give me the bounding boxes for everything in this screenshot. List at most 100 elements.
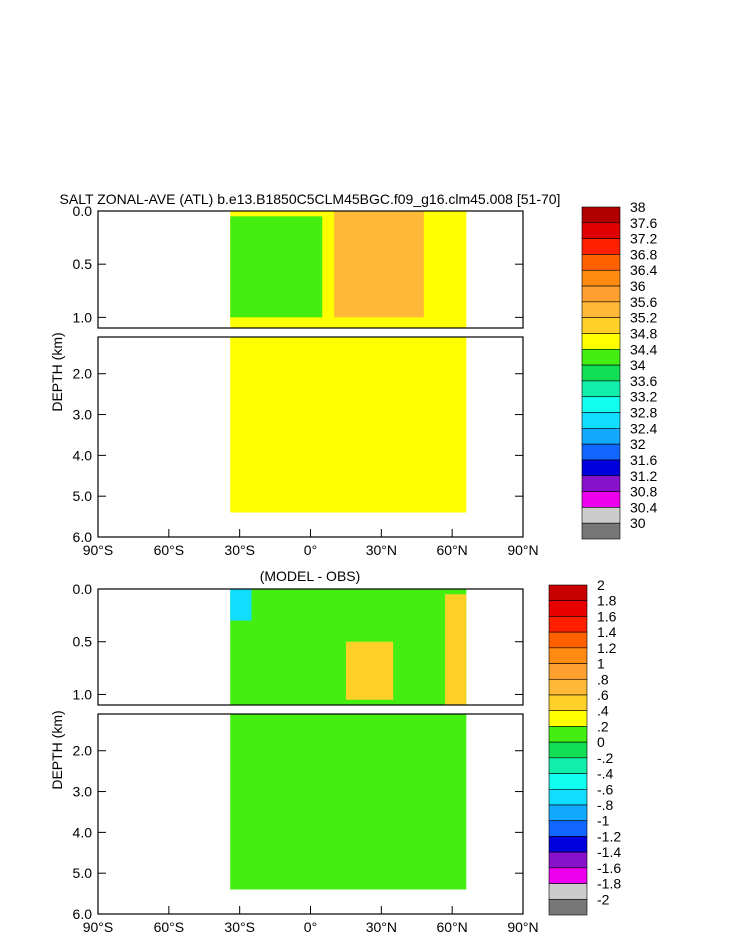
colorbar-label: -2 (597, 891, 610, 907)
colorbar-label: .8 (597, 671, 609, 687)
difference-colorbar: 21.81.61.41.21.8.6.4.20-.2-.4-.6-.8-1-1.… (548, 577, 621, 916)
top-y-axis-label: DEPTH (km) (49, 332, 65, 411)
colorbar-label: 31.2 (630, 468, 657, 484)
colorbar-label: 1 (597, 656, 605, 672)
y-tick-label: 0.5 (73, 256, 93, 272)
colorbar-label: 34.8 (630, 325, 657, 341)
colorbar-swatch (581, 285, 621, 303)
x-tick-label: 30°S (224, 542, 255, 558)
colorbar-swatch (581, 364, 621, 382)
colorbar-swatch (581, 443, 621, 461)
upper-panel-frame (97, 210, 524, 329)
colorbar-swatch (548, 836, 588, 853)
chart-title: SALT ZONAL-AVE (ATL) b.e13.B1850C5CLM45B… (60, 191, 561, 207)
x-tick-label: 90°S (83, 919, 114, 935)
colorbar-label: 30.8 (630, 484, 657, 500)
colorbar-label: -1.8 (597, 876, 621, 892)
region-upper-0 (230, 589, 252, 621)
colorbar-label: .4 (597, 703, 609, 719)
colorbar-label: 31.6 (630, 452, 657, 468)
colorbar-swatch (548, 600, 588, 617)
colorbar-label: 30.4 (630, 499, 657, 515)
y-tick-label: 4.0 (73, 447, 93, 463)
region-upper-1 (345, 641, 394, 700)
x-tick-label: 60°S (154, 919, 185, 935)
colorbar-swatch (581, 522, 621, 540)
colorbar-label: 1.6 (597, 608, 617, 624)
colorbar-label: 36.8 (630, 246, 657, 262)
y-tick-label: 5.0 (73, 488, 93, 504)
y-tick-label: 5.0 (73, 865, 93, 881)
colorbar-label: 1.2 (597, 640, 617, 656)
difference-plot: 0.0 0.5 1.0 2.0 3.0 4.0 5.0 6.090°S 60°S 30°S 0° 30… (73, 581, 539, 935)
colorbar-swatch (548, 898, 588, 916)
colorbar-swatch (581, 412, 621, 429)
colorbar-swatch (548, 584, 588, 602)
colorbar-swatch (548, 757, 588, 774)
x-tick-label: 0° (304, 919, 317, 935)
colorbar-label: 0 (597, 734, 605, 750)
colorbar-swatch (581, 507, 621, 524)
x-tick-label: 30°N (366, 542, 397, 558)
colorbar-label: -.4 (597, 766, 614, 782)
colorbar-label: -1.6 (597, 860, 621, 876)
colorbar-label: -1 (597, 813, 610, 829)
colorbar-swatch (581, 396, 621, 413)
x-tick-label: 30°N (366, 919, 397, 935)
colorbar-label: 2 (597, 577, 605, 593)
colorbar-label: -.2 (597, 750, 614, 766)
colorbar-swatch (548, 851, 588, 869)
region-upper-2 (445, 594, 467, 705)
background-field-lower-3 (230, 714, 467, 890)
x-tick-label: 60°S (154, 542, 185, 558)
diff-chart-title: (MODEL - OBS) (260, 568, 361, 584)
x-tick-label: 90°N (507, 919, 538, 935)
y-tick-label: 0.0 (73, 203, 93, 219)
colorbar-swatch (581, 238, 621, 255)
colorbar-swatch (548, 741, 588, 759)
colorbar-label: 32 (630, 436, 646, 452)
upper-panel-frame (97, 588, 524, 706)
y-tick-label: 3.0 (73, 784, 93, 800)
colorbar-label: 37.2 (630, 231, 657, 247)
colorbar-swatch (581, 428, 621, 445)
y-tick-label: 6.0 (73, 906, 93, 922)
y-tick-label: 1.0 (73, 309, 93, 325)
colorbar-swatch (548, 773, 588, 790)
colorbar-swatch (581, 491, 621, 508)
colorbar-swatch (581, 333, 621, 350)
colorbar-swatch (548, 726, 588, 743)
x-tick-label: 30°S (224, 919, 255, 935)
y-tick-label: 2.0 (73, 743, 93, 759)
colorbar-swatch (548, 710, 588, 727)
colorbar-label: 32.8 (630, 405, 657, 421)
colorbar-swatch (581, 222, 621, 239)
colorbar-swatch (548, 804, 588, 822)
y-tick-label: 2.0 (73, 366, 93, 382)
colorbar-label: -1.4 (597, 844, 621, 860)
colorbar-label: 32.4 (630, 420, 657, 436)
colorbar-label: 1.8 (597, 593, 617, 609)
y-tick-label: 6.0 (73, 529, 93, 545)
colorbar-label: .6 (597, 687, 609, 703)
colorbar-label: 33.2 (630, 389, 657, 405)
colorbar-label: 36 (630, 278, 646, 294)
colorbar-swatch (548, 788, 588, 806)
y-tick-label: 3.0 (73, 407, 93, 423)
colorbar-label: 36.4 (630, 262, 657, 278)
colorbar-label: 34 (630, 357, 646, 373)
colorbar-label: -.8 (597, 797, 614, 813)
colorbar-swatch (548, 820, 588, 837)
region-upper-1 (334, 211, 424, 318)
colorbar-swatch (581, 301, 621, 318)
colorbar-swatch (581, 380, 621, 398)
colorbar-label: 35.6 (630, 294, 657, 310)
colorbar-label: 35.2 (630, 310, 657, 326)
y-tick-label: 0.5 (73, 634, 93, 650)
bottom-y-axis-label: DEPTH (km) (49, 710, 65, 789)
colorbar-swatch (581, 348, 621, 366)
colorbar-swatch (548, 867, 588, 884)
background-field-lower-3 (230, 337, 467, 513)
colorbar-swatch (548, 631, 588, 649)
